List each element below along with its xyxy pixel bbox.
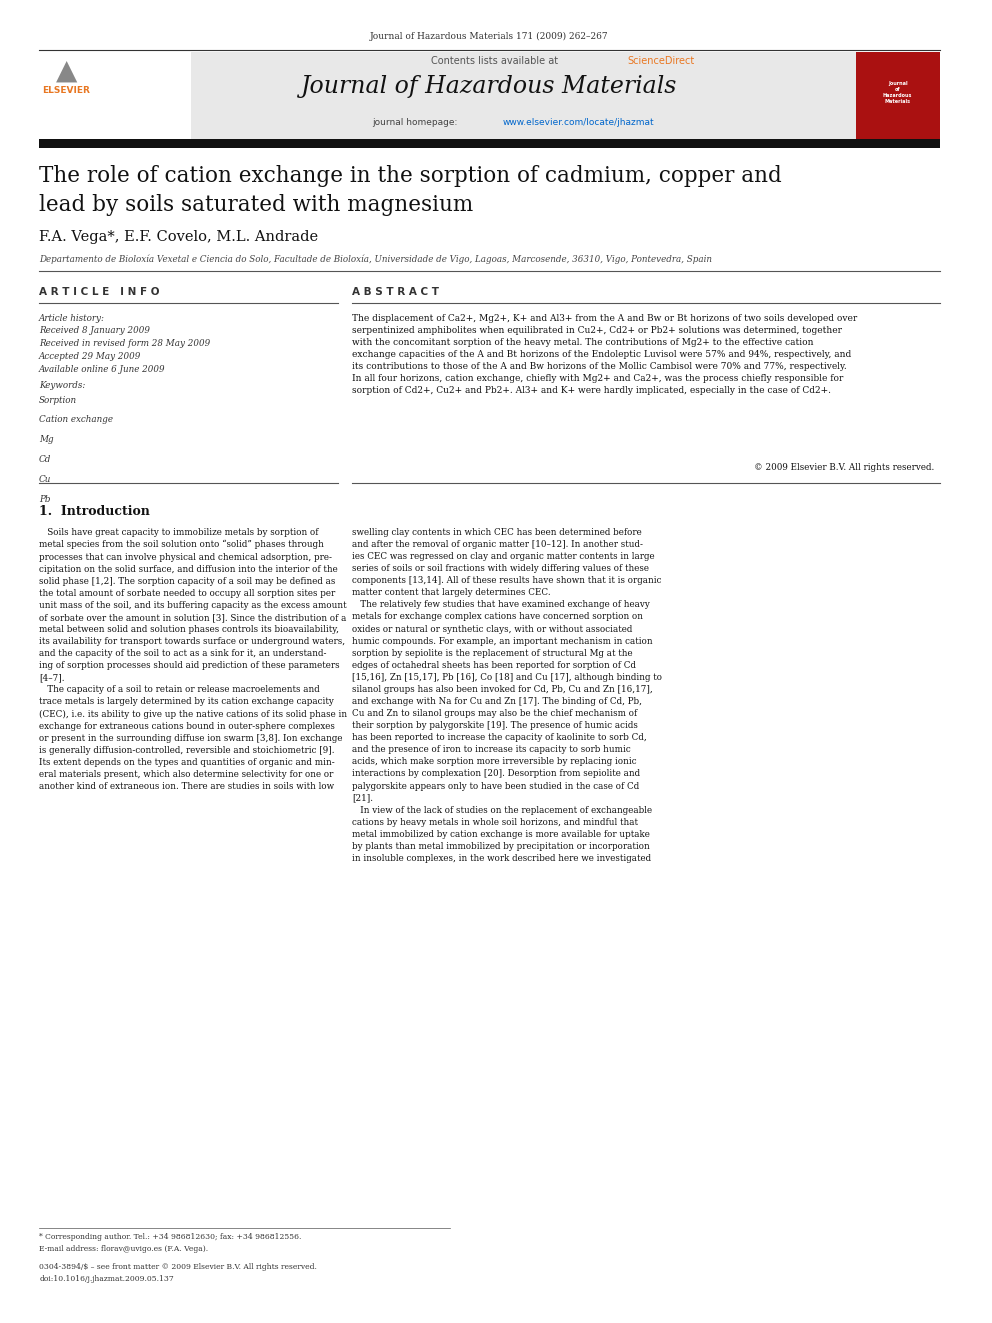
Text: ▲: ▲: [56, 57, 77, 85]
Text: 1.  Introduction: 1. Introduction: [39, 505, 150, 519]
Text: Contents lists available at: Contents lists available at: [431, 56, 560, 66]
Text: Mg: Mg: [39, 435, 54, 445]
Text: A R T I C L E   I N F O: A R T I C L E I N F O: [39, 287, 160, 298]
Text: Cation exchange: Cation exchange: [39, 415, 113, 425]
Text: www.elsevier.com/locate/jhazmat: www.elsevier.com/locate/jhazmat: [503, 118, 655, 127]
Text: swelling clay contents in which CEC has been determined before
and after the rem: swelling clay contents in which CEC has …: [352, 528, 663, 863]
Text: 0304-3894/$ – see front matter © 2009 Elsevier B.V. All rights reserved.: 0304-3894/$ – see front matter © 2009 El…: [39, 1263, 317, 1271]
Text: Journal of Hazardous Materials: Journal of Hazardous Materials: [302, 75, 678, 98]
Text: Keywords:: Keywords:: [39, 381, 85, 390]
Bar: [39, 52, 861, 139]
Bar: [856, 52, 939, 139]
Text: Sorption: Sorption: [39, 396, 77, 405]
Text: Cu: Cu: [39, 475, 52, 484]
Text: journal homepage:: journal homepage:: [372, 118, 460, 127]
Text: The role of cation exchange in the sorption of cadmium, copper and
lead by soils: The role of cation exchange in the sorpt…: [39, 165, 782, 216]
Text: * Corresponding author. Tel.: +34 986812630; fax: +34 986812556.: * Corresponding author. Tel.: +34 986812…: [39, 1233, 302, 1241]
Text: ELSEVIER: ELSEVIER: [43, 86, 90, 95]
Text: The displacement of Ca2+, Mg2+, K+ and Al3+ from the A and Bw or Bt horizons of : The displacement of Ca2+, Mg2+, K+ and A…: [352, 314, 858, 396]
Text: F.A. Vega*, E.F. Covelo, M.L. Andrade: F.A. Vega*, E.F. Covelo, M.L. Andrade: [39, 230, 318, 245]
Bar: [39, 139, 939, 148]
Text: Cd: Cd: [39, 455, 52, 464]
Text: Soils have great capacity to immobilize metals by sorption of
metal species from: Soils have great capacity to immobilize …: [39, 528, 347, 791]
Text: ScienceDirect: ScienceDirect: [627, 56, 694, 66]
Text: © 2009 Elsevier B.V. All rights reserved.: © 2009 Elsevier B.V. All rights reserved…: [755, 463, 934, 472]
Bar: [39, 52, 190, 139]
Text: Journal
of
Hazardous
Materials: Journal of Hazardous Materials: [883, 82, 913, 103]
Text: Journal of Hazardous Materials 171 (2009) 262–267: Journal of Hazardous Materials 171 (2009…: [370, 32, 609, 41]
Text: Pb: Pb: [39, 495, 51, 504]
Text: A B S T R A C T: A B S T R A C T: [352, 287, 439, 298]
Text: Article history:
Received 8 January 2009
Received in revised form 28 May 2009
Ac: Article history: Received 8 January 2009…: [39, 314, 210, 374]
Text: doi:10.1016/j.jhazmat.2009.05.137: doi:10.1016/j.jhazmat.2009.05.137: [39, 1275, 174, 1283]
Text: E-mail address: florav@uvigo.es (F.A. Vega).: E-mail address: florav@uvigo.es (F.A. Ve…: [39, 1245, 208, 1253]
Text: Departamento de Bioloxía Vexetal e Ciencia do Solo, Facultade de Bioloxía, Unive: Departamento de Bioloxía Vexetal e Cienc…: [39, 254, 712, 263]
